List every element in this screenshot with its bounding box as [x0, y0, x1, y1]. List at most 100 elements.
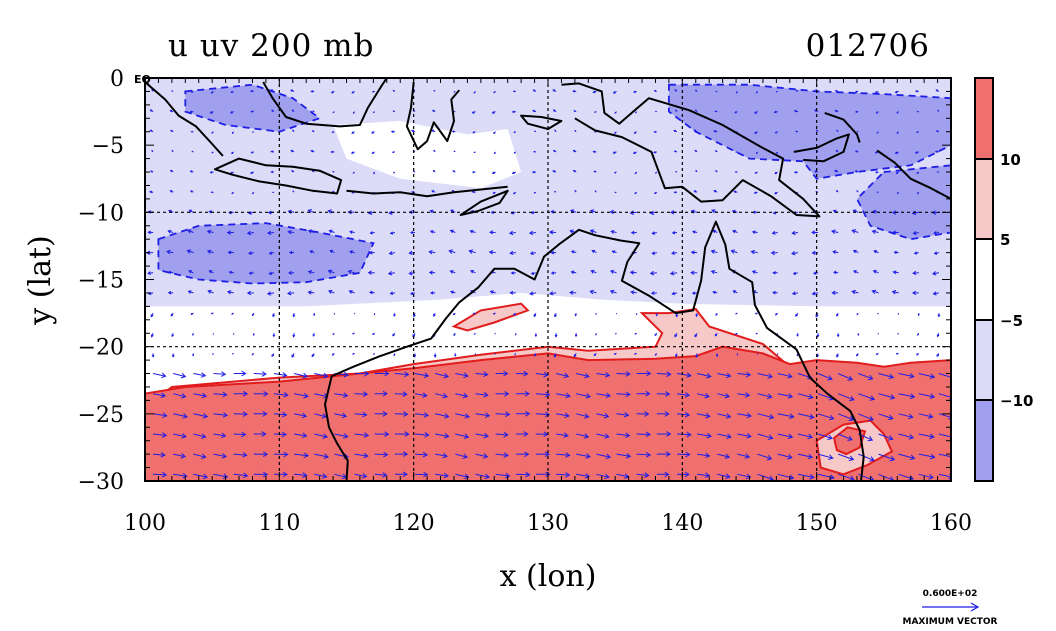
- wind-vector: [795, 312, 799, 317]
- wind-vector: [774, 131, 778, 134]
- wind-vector: [671, 251, 678, 255]
- wind-vector: [734, 111, 738, 114]
- wind-vector: [233, 431, 247, 438]
- wind-vector: [414, 451, 429, 458]
- axis-ticks: [144, 77, 952, 482]
- wind-vector: [294, 432, 308, 439]
- wind-vector: [253, 411, 268, 417]
- wind-vector: [393, 353, 396, 357]
- wind-vector: [531, 170, 536, 174]
- wind-vector: [715, 169, 718, 173]
- plot-date-label: 012706: [806, 28, 930, 64]
- wind-vector: [374, 411, 388, 417]
- wind-vector: [287, 290, 295, 296]
- wind-vector: [291, 109, 295, 112]
- wind-vector: [873, 250, 879, 254]
- wind-vector: [669, 271, 678, 276]
- wind-vector: [169, 170, 174, 173]
- wind-vector: [270, 89, 275, 92]
- wind-vector: [737, 433, 752, 439]
- wind-vector: [331, 353, 335, 356]
- wind-vector: [576, 393, 592, 399]
- wind-vector: [737, 392, 751, 398]
- wind-vector: [836, 312, 839, 317]
- wind-vector: [352, 111, 356, 114]
- wind-vector: [213, 412, 229, 418]
- wind-vector: [893, 250, 899, 255]
- wind-vector: [173, 453, 187, 459]
- wind-vector: [791, 230, 798, 236]
- wind-vector: [327, 269, 335, 274]
- wind-vector: [755, 151, 758, 155]
- wind-vector: [614, 332, 617, 335]
- wind-vector: [852, 249, 859, 254]
- wind-vector: [676, 471, 690, 478]
- wind-vector: [737, 412, 752, 419]
- wind-vector: [838, 453, 855, 461]
- wind-vector: [533, 312, 537, 318]
- wind-vector: [388, 251, 395, 256]
- wind-vector: [390, 130, 395, 134]
- wind-vector: [534, 333, 538, 338]
- wind-vector: [310, 149, 315, 153]
- wind-vector: [291, 170, 295, 173]
- wind-vector: [515, 451, 530, 458]
- wind-vector: [253, 371, 267, 377]
- wind-vector: [650, 291, 657, 296]
- wind-vector: [896, 131, 899, 134]
- wind-vector: [815, 129, 819, 133]
- wind-vector: [311, 353, 315, 358]
- wind-vector: [654, 353, 658, 356]
- wind-vector: [288, 270, 295, 275]
- coastline-sulawesi: [405, 81, 461, 151]
- coastline-seram: [520, 114, 563, 130]
- wind-vector: [193, 413, 209, 419]
- wind-vector: [609, 289, 617, 295]
- wind-vector: [755, 332, 758, 335]
- wind-vector: [209, 111, 214, 114]
- wind-vector: [433, 89, 436, 92]
- wind-vector: [912, 290, 919, 296]
- wind-vector: [354, 411, 368, 418]
- wind-vector: [354, 370, 370, 377]
- wind-vector: [211, 131, 214, 134]
- colorbar-frame: [974, 77, 994, 482]
- wind-vector: [292, 333, 296, 338]
- wind-vector: [512, 90, 516, 93]
- colorbar-label-5: 5: [1000, 231, 1010, 249]
- colorbar-segment-neutral: [975, 239, 993, 320]
- wind-vector: [591, 249, 597, 254]
- wind-vector: [453, 90, 456, 93]
- coastline-borneo: [262, 78, 388, 128]
- wind-vector: [273, 451, 289, 458]
- y-tick-label-minus5: −5: [92, 134, 124, 159]
- wind-vector: [614, 111, 617, 114]
- wind-vector: [226, 230, 234, 235]
- wind-vector: [735, 151, 738, 153]
- wind-vector: [774, 171, 778, 175]
- wind-vector: [171, 333, 174, 338]
- wind-vector: [673, 150, 678, 153]
- wind-vector: [596, 453, 612, 460]
- wind-vector: [373, 171, 376, 175]
- wind-vector: [428, 270, 436, 275]
- wind-vector: [632, 151, 637, 154]
- wind-vector: [170, 312, 174, 317]
- wind-vector: [773, 110, 778, 114]
- wind-vector: [354, 432, 370, 438]
- wind-vector: [266, 230, 275, 236]
- wind-vector: [271, 353, 275, 357]
- wind-vector: [878, 413, 894, 421]
- wind-vector: [875, 111, 879, 114]
- wind-vector: [853, 270, 859, 274]
- wind-vector: [251, 131, 255, 133]
- wind-vector: [472, 312, 476, 315]
- wind-vector: [475, 432, 490, 439]
- wind-vector: [834, 89, 839, 93]
- wind-vector: [717, 413, 732, 419]
- wind-vector: [169, 109, 174, 113]
- wind-vector: [435, 472, 450, 479]
- wind-vector: [367, 270, 375, 275]
- wind-vector: [508, 230, 516, 236]
- wind-vector: [354, 391, 369, 397]
